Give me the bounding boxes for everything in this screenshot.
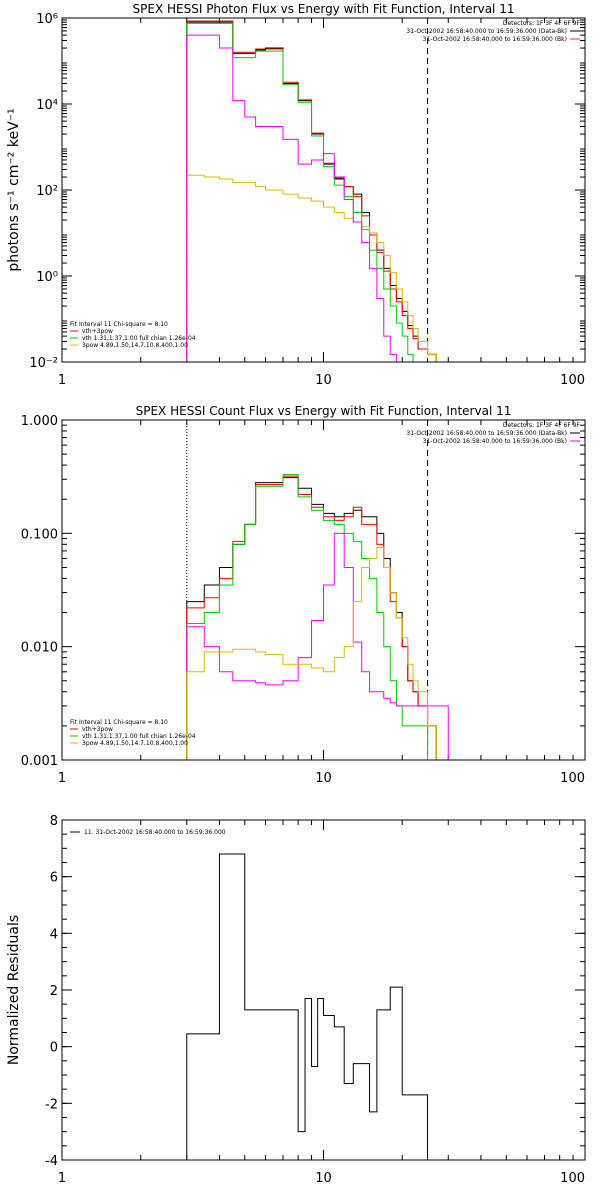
legend-entry: Detectors: 1F 3F 4F 6F 9F <box>503 422 581 429</box>
x-tick-label: 10 <box>315 771 332 786</box>
chart-title: SPEX HESSI Count Flux vs Energy with Fit… <box>136 404 512 418</box>
x-tick-label: 1 <box>58 1171 66 1186</box>
y-tick-label: 0.001 <box>21 754 58 769</box>
series-nonthermal-line <box>186 34 449 363</box>
series-thermal-line <box>186 474 449 761</box>
y-tick-label: 10² <box>36 184 58 199</box>
legend-entry: vth 1.31,1.37,1.00 full chian 1.26e-04 <box>82 335 196 342</box>
legend-entry: vth+3pow <box>82 726 113 733</box>
legend-entry: vth 1.31,1.37,1.00 full chian 1.26e-04 <box>82 733 196 740</box>
y-tick-label: 0 <box>50 1041 58 1056</box>
panel-1: SPEX HESSI Photon Flux vs Energy with Fi… <box>6 2 586 388</box>
legend-entry: Detectors: 1F 3F 4F 6F 9F <box>503 20 581 27</box>
y-tick-label: 10⁴ <box>36 98 58 113</box>
plot-frame <box>61 819 586 1161</box>
x-tick-label: 1 <box>58 373 66 388</box>
x-tick-label: 100 <box>560 771 585 786</box>
x-tick-label: 10 <box>315 1171 332 1186</box>
legend-entry: 31-Oct-2002 16:58:40.000 to 16:59:36.000… <box>406 430 567 437</box>
x-tick-label: 100 <box>560 373 585 388</box>
y-axis-label: Normalized Residuals <box>6 915 22 1065</box>
legend-entry: 31-Oct-2002 16:58:40.000 to 16:59:36.000… <box>423 36 567 43</box>
series-fit-line <box>186 475 449 761</box>
series-thermal-line <box>186 22 449 363</box>
y-tick-label: -4 <box>45 1154 58 1169</box>
series-fit-line <box>186 20 449 363</box>
legend-entry: 31-Oct-2002 16:58:40.000 to 16:59:36.000… <box>423 438 567 445</box>
legend-entry: Fit Interval 11 Chi-square = 8.10 <box>70 719 168 726</box>
series-total-line <box>186 21 449 363</box>
x-tick-label: 10 <box>315 373 332 388</box>
series-bkg-line <box>186 174 449 363</box>
legend-entry: 31-Oct-2002 16:58:40.000 to 16:59:36.000… <box>406 28 567 35</box>
chart-title: SPEX HESSI Photon Flux vs Energy with Fi… <box>133 2 515 16</box>
panel-3: Normalized Residuals 1 10 100 -4 -2 0 2 4 6 8 11. 3… <box>6 814 586 1186</box>
series-nonthermal-line <box>186 532 449 760</box>
y-tick-label: 10⁰ <box>36 270 58 285</box>
y-tick-label: 1.000 <box>21 414 58 429</box>
panel-2: SPEX HESSI Count Flux vs Energy with Fit… <box>21 404 586 786</box>
x-tick-label: 100 <box>560 1171 585 1186</box>
legend-entry: 3pow 4.89,1.50,14.7,10.8,400,1.00 <box>82 740 188 747</box>
plot-frame <box>61 17 586 363</box>
y-axis-label: photons s⁻¹ cm⁻² keV⁻¹ <box>6 108 22 271</box>
y-tick-label: 4 <box>50 927 58 942</box>
series-bkg-line <box>186 546 449 761</box>
y-tick-label: 6 <box>50 871 58 886</box>
legend-entry: vth+3pow <box>82 328 113 335</box>
plot-frame <box>61 419 586 761</box>
y-tick-label: -2 <box>45 1097 58 1112</box>
y-tick-label: 2 <box>50 984 58 999</box>
y-tick-label: 0.010 <box>21 641 58 656</box>
legend-entry: 3pow 4.89,1.50,14.7,10.8,400,1.00 <box>82 342 188 349</box>
y-tick-label: 8 <box>50 814 58 829</box>
legend-entry: Fit Interval 11 Chi-square = 8.10 <box>70 321 168 328</box>
y-tick-label: 10⁶ <box>36 12 58 27</box>
legend-entry: 11. 31-Oct-2002 16:58:40.000 to 16:59:36… <box>84 829 226 836</box>
x-tick-label: 1 <box>58 771 66 786</box>
series-total-line <box>186 853 429 1160</box>
series-total-line <box>186 477 449 761</box>
y-tick-label: 0.100 <box>21 527 58 542</box>
y-tick-label: 10⁻² <box>29 356 58 371</box>
